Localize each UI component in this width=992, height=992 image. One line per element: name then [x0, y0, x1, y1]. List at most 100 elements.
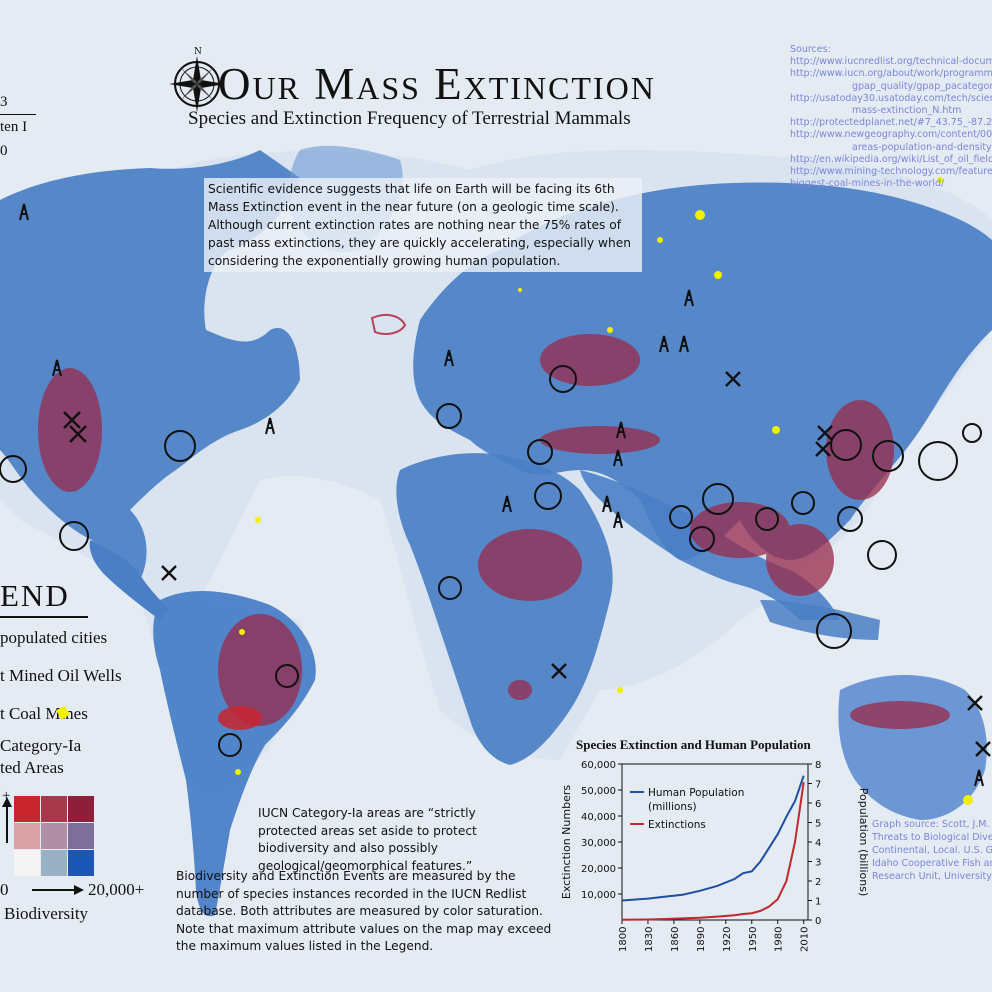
city-circle-icon: [867, 540, 897, 570]
bivariate-cell: [14, 796, 40, 822]
protected-area: [518, 288, 522, 292]
iceland-outline: [370, 313, 407, 335]
x-tick-label: 1890: [696, 927, 707, 952]
oil-well-icon: [679, 335, 689, 353]
page-title: Our Mass Extinction: [218, 59, 656, 109]
protected-area: [772, 426, 780, 434]
protected-area: [235, 769, 241, 775]
extinction-region-seasia: [766, 524, 834, 596]
graph-source-line: Idaho Cooperative Fish and: [872, 858, 992, 869]
city-circle-icon: [816, 613, 852, 649]
graph-source-line: Threats to Biological Diversi: [872, 832, 992, 843]
extinction-region-us: [38, 368, 102, 492]
city-circle-icon: [218, 733, 242, 757]
y2-tick-label: 5: [815, 819, 821, 830]
y2-tick-label: 0: [815, 916, 821, 927]
x-tick-label: 2010: [800, 927, 811, 952]
city-circle-icon: [527, 439, 553, 465]
bivariate-cell: [41, 823, 67, 849]
bivariate-cell: [41, 796, 67, 822]
bivariate-legend-grid: [14, 796, 96, 876]
city-circle-icon: [549, 365, 577, 393]
y2-tick-label: 3: [815, 858, 821, 869]
graph-source-line: Research Unit, University O: [872, 871, 992, 882]
oil-well-icon: [613, 511, 623, 529]
source-line: http://usatoday30.usatoday.com/tech/scie…: [790, 92, 992, 104]
source-line: http://www.newgeography.com/content/002: [790, 129, 992, 141]
bivariate-cell: [68, 823, 94, 849]
city-circle-icon: [436, 403, 462, 429]
city-circle-icon: [275, 664, 299, 688]
note-protected-areas: IUCN Category-Ia areas are “strictly pro…: [258, 806, 477, 873]
city-circle-icon: [918, 441, 958, 481]
source-line: http://protectedplanet.net/#7_43.75_-87.…: [790, 117, 992, 129]
x-tick-label: 1800: [618, 927, 629, 952]
scale-line-2: ten I: [0, 114, 36, 139]
coal-mine-icon: [551, 663, 567, 679]
oil-well-icon: [613, 449, 623, 467]
city-circle-icon: [791, 491, 815, 515]
extinction-region-australia: [850, 701, 950, 729]
extinction-population-chart: 10,000 20,000 30,000 40,000 50,000 60,000 0 1 2 3…: [560, 760, 870, 952]
extinction-region-rio: [218, 706, 262, 730]
y-tick-label: 50,000: [581, 786, 616, 797]
protected-area: [657, 237, 663, 243]
legend-item-protected-2: ted Areas: [0, 758, 64, 777]
x-tick-label: 1830: [644, 927, 655, 952]
bivariate-cell: [68, 850, 94, 876]
scale-line-3: 0: [0, 143, 8, 159]
legend-item-oil: t Mined Oil Wells: [0, 666, 122, 685]
extinction-region-sahara: [478, 529, 582, 601]
oil-well-icon: [444, 349, 454, 367]
city-circle-icon: [872, 440, 904, 472]
legend-x-arrow: [32, 885, 84, 895]
legend-y-arrow: [2, 797, 12, 843]
legend-item-cities: populated cities: [0, 628, 108, 647]
coal-mine-icon: [967, 695, 983, 711]
x-tick-label: 1920: [722, 927, 733, 952]
y2-tick-label: 2: [815, 877, 821, 888]
legend-x-min: 0: [0, 880, 9, 899]
city-circle-icon: [689, 526, 715, 552]
oil-well-icon: [19, 203, 29, 221]
protected-area: [239, 629, 245, 635]
bivariate-cell: [41, 850, 67, 876]
extinction-region-india: [690, 502, 790, 558]
source-line: mass-extinction_N.htm: [852, 105, 962, 117]
y2-tick-label: 8: [815, 760, 821, 771]
oil-well-icon: [974, 769, 984, 787]
sources-block: Sources: http://www.iucnredlist.org/tech…: [790, 44, 992, 190]
protected-area: [617, 687, 623, 693]
central-america: [89, 540, 170, 620]
source-line: http://www.iucn.org/about/work/programme: [790, 68, 992, 80]
sources-heading: Sources:: [790, 44, 831, 55]
graph-source: Graph source: Scott, J.M. 2 Threats to B…: [872, 818, 992, 883]
source-line: http://en.wikipedia.org/wiki/List_of_oil…: [790, 153, 992, 165]
oil-well-icon: [502, 495, 512, 513]
source-line: gpap_quality/gpap_pacategori: [852, 80, 992, 92]
extinction-region-russia: [540, 334, 640, 386]
series-line: [621, 782, 805, 921]
compass-north-letter: N: [194, 47, 202, 57]
scale-line-1: 3: [0, 94, 8, 110]
coal-mine-icon: [975, 741, 991, 757]
protected-area: [695, 210, 705, 220]
y-tick-label: 20,000: [581, 864, 616, 875]
oil-well-icon: [616, 421, 626, 439]
protected-area: [714, 271, 722, 279]
coal-mine-icon: [815, 441, 831, 457]
legend-x-max: 20,000+: [88, 880, 145, 899]
legend-x-label: Biodiversity: [4, 904, 89, 923]
legend-title: END: [0, 578, 70, 613]
legend-label-population-unit: (millions): [648, 801, 697, 813]
coal-mine-icon: [63, 411, 81, 429]
coal-mine-icon: [161, 565, 177, 581]
compass-rose-icon: N: [169, 47, 225, 112]
y2-axis-label: Population (billions): [857, 788, 870, 897]
city-circle-icon: [702, 483, 734, 515]
city-circle-icon: [669, 505, 693, 529]
city-circle-icon: [0, 455, 27, 483]
graph-source-line: Continental, Local. U.S. Ge: [872, 845, 992, 856]
chart-title: Species Extinction and Human Population: [576, 737, 811, 752]
